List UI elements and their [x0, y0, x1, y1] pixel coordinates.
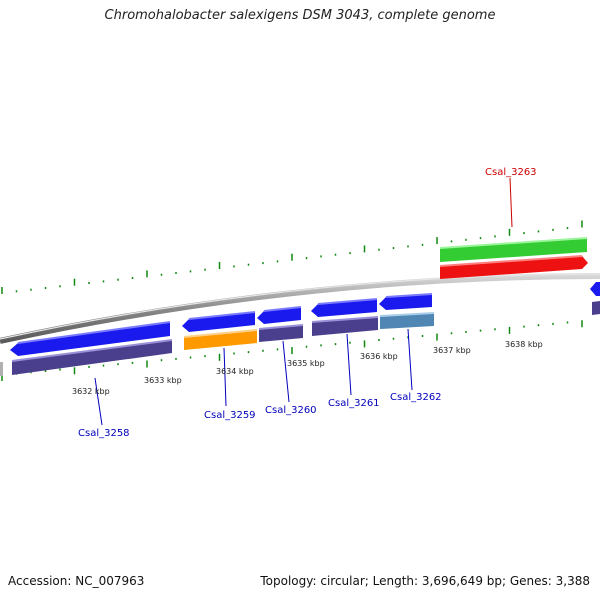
gene-csal-3262[interactable] [380, 313, 434, 329]
gene-left-edge[interactable] [0, 362, 3, 376]
label-csal-3262[interactable]: Csal_3262 [390, 392, 442, 403]
cds-csal-3259[interactable] [182, 312, 255, 332]
leader-csal-3262 [407, 328, 413, 391]
scale-label: 3635 kbp [287, 359, 325, 368]
accession-text: Accession: NC_007963 [8, 574, 145, 588]
reverse-cds-features [10, 293, 433, 356]
leader-csal-3258 [94, 377, 103, 426]
cds-csal-3263[interactable] [440, 238, 587, 262]
label-csal-3258[interactable]: Csal_3258 [78, 428, 130, 439]
gene-csal-3263[interactable] [440, 256, 588, 279]
label-csal-3263[interactable]: Csal_3263 [485, 167, 537, 178]
scale-label: 3638 kbp [505, 340, 543, 349]
leader-csal-3260 [282, 340, 290, 403]
scale-label: 3636 kbp [360, 352, 398, 361]
cds-csal-3262[interactable] [379, 294, 432, 310]
scale-label: 3637 kbp [433, 346, 471, 355]
leader-csal-3263 [509, 177, 513, 228]
gene-csal-3260[interactable] [259, 325, 303, 342]
label-csal-3259[interactable]: Csal_3259 [204, 410, 256, 421]
forward-features [439, 237, 600, 315]
leader-csal-3261 [346, 333, 352, 396]
map-title: Chromohalobacter salexigens DSM 3043, co… [104, 8, 496, 23]
label-csal-3260[interactable]: Csal_3260 [265, 405, 317, 416]
gene-right-edge[interactable] [592, 301, 600, 315]
reverse-gene-features [0, 312, 435, 376]
genome-backbone-highlight [0, 273, 600, 340]
label-leaders [94, 177, 513, 426]
gene-labels: Csal_3263 Csal_3258 Csal_3259 Csal_3260 … [78, 167, 537, 439]
genome-backbone [0, 273, 600, 344]
scale-label: 3634 kbp [216, 367, 254, 376]
scale-label: 3633 kbp [144, 376, 182, 385]
coordinate-ticks [1, 220, 583, 381]
cds-right-edge[interactable] [590, 282, 600, 296]
scale-label: 3632 kbp [72, 387, 110, 396]
topology-text: Topology: circular; Length: 3,696,649 bp… [260, 574, 590, 588]
leader-csal-3259 [223, 347, 227, 407]
cds-csal-3258[interactable] [10, 322, 170, 356]
gene-csal-3258[interactable] [12, 340, 172, 375]
scale-labels: 3632 kbp 3633 kbp 3634 kbp 3635 kbp 3636… [72, 340, 543, 396]
gene-csal-3259[interactable] [184, 330, 257, 350]
label-csal-3261[interactable]: Csal_3261 [328, 398, 380, 409]
